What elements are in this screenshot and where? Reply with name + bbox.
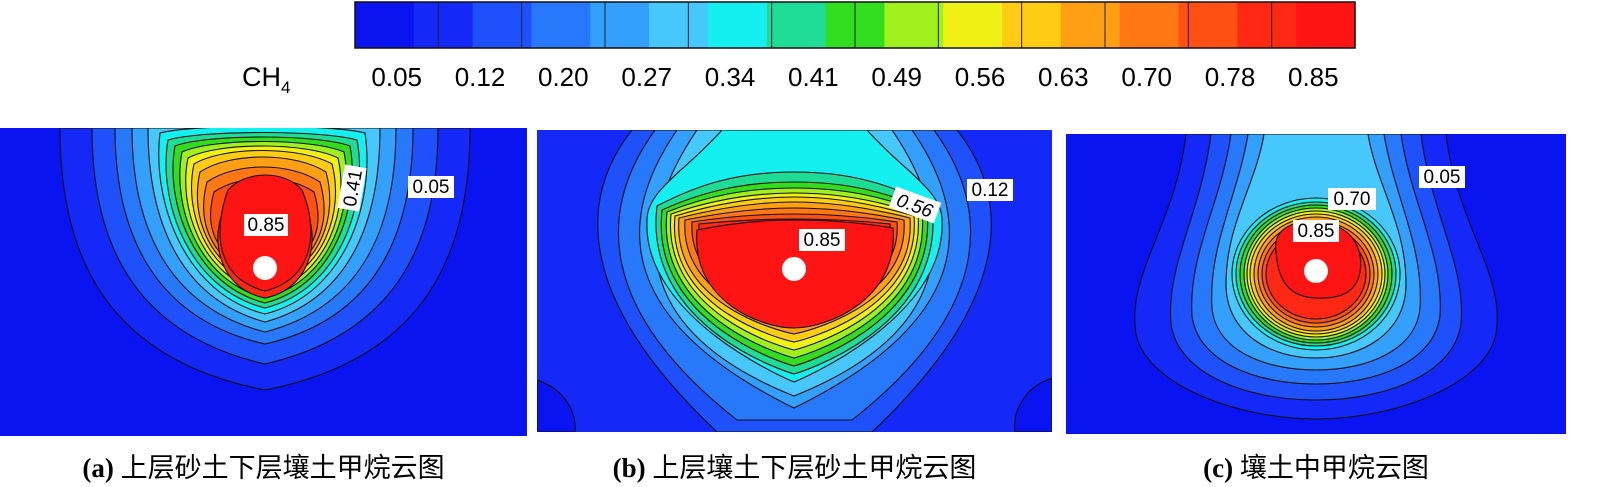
contour-band: [537, 379, 576, 432]
contour-plot-a: 0.85 0.41 0.05: [0, 128, 527, 436]
source-point: [782, 257, 806, 281]
colorbar-cell: [943, 2, 1003, 48]
label-b-2: 0.12: [972, 180, 1009, 201]
colorbar-cell: [1060, 2, 1121, 48]
caption-b-text: 上层壤土下层砂土甲烷云图: [652, 453, 977, 483]
label-c-2: 0.05: [1424, 167, 1461, 188]
colorbar-cell: [766, 2, 827, 48]
colorbar-cell: [1237, 2, 1297, 48]
colorbar-tick-label: 0.20: [538, 62, 589, 92]
label-b-0: 0.85: [804, 230, 841, 251]
colorbar: CH4 0.05 0.12 0.20 0.27 0.34 0.41 0.49 0.56 0.63…: [242, 1, 1356, 97]
colorbar-cell: [355, 2, 415, 48]
contour-plot-c: 0.85 0.70 0.05: [1066, 134, 1566, 434]
colorbar-tick-label: 0.05: [371, 62, 422, 92]
panel-b: 0.85 0.56 0.12: [537, 130, 1052, 432]
colorbar-variable-name: CH: [242, 62, 281, 92]
colorbar-tick-label: 0.85: [1288, 62, 1339, 92]
contour-plot-b: 0.85 0.56 0.12: [537, 130, 1052, 432]
colorbar-tick-label: 0.78: [1205, 62, 1256, 92]
source-point: [253, 256, 277, 280]
colorbar-tick-label: 0.27: [621, 62, 672, 92]
colorbar-tick-label: 0.63: [1038, 62, 1089, 92]
colorbar-cell: [1178, 2, 1238, 48]
contour-band: [1013, 377, 1052, 432]
colorbar-cell: [1296, 2, 1356, 48]
colorbar-cell: [1002, 2, 1062, 48]
colorbar-cell: [531, 2, 591, 48]
colorbar-variable-label: CH4: [242, 62, 290, 97]
label-a-0: 0.85: [248, 215, 285, 236]
caption-a-text: 上层砂土下层壤土甲烷云图: [120, 453, 445, 483]
label-c-1: 0.70: [1334, 189, 1371, 210]
colorbar-tick-label: 0.12: [455, 62, 506, 92]
colorbar-cell: [1119, 2, 1180, 48]
caption-c-text: 壤土中甲烷云图: [1239, 453, 1429, 483]
caption-a-letter: (a): [82, 453, 114, 483]
colorbar-cell: [590, 2, 650, 48]
colorbar-tick-label: 0.49: [871, 62, 922, 92]
caption-a: (a) 上层砂土下层壤土甲烷云图: [0, 446, 527, 485]
caption-c-letter: (c): [1203, 453, 1234, 483]
caption-b-letter: (b): [612, 453, 646, 483]
colorbar-cell: [472, 2, 533, 48]
label-a-2: 0.05: [413, 177, 450, 198]
label-c-0: 0.85: [1298, 221, 1335, 242]
caption-b: (b) 上层壤土下层砂土甲烷云图: [537, 446, 1052, 485]
colorbar-cell: [884, 2, 944, 48]
colorbar-ticks: 0.05 0.12 0.20 0.27 0.34 0.41 0.49 0.56 0.63 0.70…: [371, 62, 1338, 92]
colorbar-variable-subscript: 4: [281, 78, 290, 97]
colorbar-tick-label: 0.41: [788, 62, 839, 92]
colorbar-cells: [354, 1, 1356, 49]
colorbar-cell: [649, 2, 709, 48]
panel-c: 0.85 0.70 0.05: [1066, 134, 1566, 434]
colorbar-cell: [707, 2, 768, 48]
colorbar-border: [354, 1, 1356, 49]
panel-a: 0.85 0.41 0.05: [0, 128, 527, 436]
caption-c: (c) 壤土中甲烷云图: [1066, 446, 1566, 485]
source-point: [1304, 259, 1328, 283]
colorbar-tick-label: 0.56: [955, 62, 1006, 92]
colorbar-cell: [413, 2, 474, 48]
colorbar-tick-label: 0.34: [705, 62, 756, 92]
colorbar-tick-label: 0.70: [1121, 62, 1172, 92]
